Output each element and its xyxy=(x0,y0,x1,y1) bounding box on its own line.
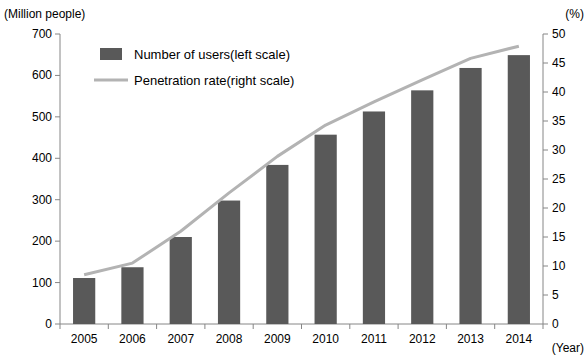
bar xyxy=(315,135,337,324)
x-tick-label: 2012 xyxy=(409,332,436,346)
x-tick xyxy=(398,324,399,329)
bar xyxy=(411,90,433,324)
y-tick xyxy=(55,116,60,117)
y2-tick xyxy=(543,34,548,35)
y-tick xyxy=(55,282,60,283)
bar xyxy=(73,278,95,324)
plot-marks xyxy=(73,46,530,324)
y-tick-label: 200 xyxy=(32,234,52,248)
y-tick xyxy=(55,324,60,325)
x-tick xyxy=(349,324,350,329)
bar xyxy=(459,68,481,324)
x-tick xyxy=(60,324,61,329)
bar xyxy=(508,55,530,324)
x-tick xyxy=(446,324,447,329)
x-tick xyxy=(204,324,205,329)
y-tick-label: 600 xyxy=(32,68,52,82)
y2-tick xyxy=(543,324,548,325)
x-tick-label: 2005 xyxy=(71,332,98,346)
x-tick xyxy=(543,324,544,329)
y-tick-label: 700 xyxy=(32,27,52,41)
y-tick xyxy=(55,75,60,76)
y-tick-label: 300 xyxy=(32,193,52,207)
legend-swatch xyxy=(94,79,128,82)
y2-tick-label: 50 xyxy=(552,27,566,41)
y-tick-label: 0 xyxy=(45,317,52,331)
y2-tick-label: 15 xyxy=(552,230,566,244)
y-tick xyxy=(55,199,60,200)
y-tick xyxy=(55,158,60,159)
y2-axis-label: (%) xyxy=(565,7,584,21)
legend-label: Penetration rate(right scale) xyxy=(134,73,294,88)
y2-tick-label: 35 xyxy=(552,114,566,128)
y2-tick-label: 45 xyxy=(552,56,566,70)
y2-tick-label: 20 xyxy=(552,201,566,215)
y2-tick-label: 30 xyxy=(552,143,566,157)
y-tick-label: 100 xyxy=(32,276,52,290)
y-axis-label: (Million people) xyxy=(4,7,85,21)
x-tick-label: 2006 xyxy=(119,332,146,346)
y2-tick xyxy=(543,121,548,122)
bar xyxy=(363,111,385,324)
x-tick-label: 2009 xyxy=(264,332,291,346)
x-axis-label: (Year) xyxy=(552,341,584,355)
y2-tick xyxy=(543,92,548,93)
bar xyxy=(266,165,288,324)
x-tick xyxy=(494,324,495,329)
bar xyxy=(121,267,143,324)
chart: 0 100 200 300 400 500 600 700 0 5 10 15 20 25 30 35 40 45… xyxy=(0,0,588,356)
legend-swatch xyxy=(100,48,122,60)
y2-tick-label: 40 xyxy=(552,85,566,99)
y2-tick-label: 5 xyxy=(552,288,559,302)
x-tick-label: 2007 xyxy=(167,332,194,346)
y-tick-label: 400 xyxy=(32,151,52,165)
y-axis xyxy=(60,34,61,324)
y2-tick-label: 10 xyxy=(552,259,566,273)
line xyxy=(84,46,519,275)
y-tick-label: 500 xyxy=(32,110,52,124)
y2-tick xyxy=(543,150,548,151)
x-tick-label: 2014 xyxy=(505,332,532,346)
y2-tick xyxy=(543,63,548,64)
x-tick-label: 2013 xyxy=(457,332,484,346)
x-tick xyxy=(301,324,302,329)
y2-tick-label: 25 xyxy=(552,172,566,186)
x-tick-label: 2008 xyxy=(216,332,243,346)
y2-tick xyxy=(543,295,548,296)
x-tick xyxy=(253,324,254,329)
bar xyxy=(170,237,192,324)
y2-tick xyxy=(543,237,548,238)
x-tick-label: 2011 xyxy=(361,332,387,346)
y-tick xyxy=(55,241,60,242)
y2-tick-label: 0 xyxy=(552,317,559,331)
y-tick xyxy=(55,34,60,35)
y2-tick xyxy=(543,179,548,180)
x-tick-label: 2010 xyxy=(312,332,339,346)
y2-tick xyxy=(543,208,548,209)
x-tick xyxy=(108,324,109,329)
x-tick xyxy=(156,324,157,329)
y2-tick xyxy=(543,266,548,267)
legend-label: Number of users(left scale) xyxy=(134,47,290,62)
bar xyxy=(218,201,240,324)
